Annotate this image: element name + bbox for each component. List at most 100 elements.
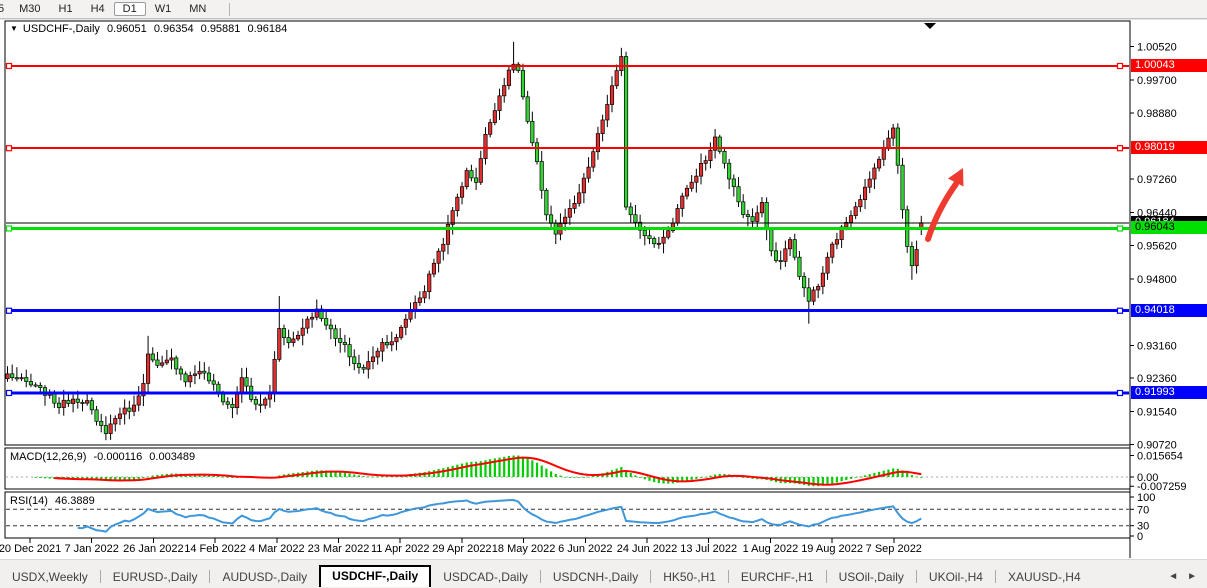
line-handle[interactable] <box>5 62 13 70</box>
svg-text:0.90720: 0.90720 <box>1137 440 1177 452</box>
horizontal-line-1.00043[interactable] <box>5 62 1129 70</box>
svg-text:0.92360: 0.92360 <box>1137 373 1177 385</box>
symbol-tab-eurchf-h1[interactable]: EURCHF-,H1 <box>740 569 814 584</box>
toolbar-separator <box>229 2 231 16</box>
date-label: 7 Jan 2022 <box>64 543 118 555</box>
macd-main-value: -0.000116 <box>93 451 143 463</box>
symbol-tab-usdcnh-daily[interactable]: USDCNH-,Daily <box>552 569 639 584</box>
candles-layer <box>5 41 924 441</box>
line-handle[interactable] <box>5 389 13 397</box>
date-label: 26 Jan 2022 <box>123 543 184 555</box>
svg-text:100: 100 <box>1137 492 1155 504</box>
svg-text:0.00: 0.00 <box>1137 472 1158 484</box>
line-handle[interactable] <box>1116 225 1124 232</box>
timeframe-button-H1[interactable]: H1 <box>58 3 73 15</box>
timeframe-button-D1[interactable]: D1 <box>113 2 146 16</box>
tabbar-background <box>0 559 1207 588</box>
symbol-tab-audusd-daily[interactable]: AUDUSD-,Daily <box>222 569 308 584</box>
symbol-tab-xauusd-h4[interactable]: XAUUSD-,H4 <box>1007 569 1081 584</box>
horizontal-line-0.94018[interactable] <box>5 307 1129 314</box>
timeframe-toolbar: 5 M30 H1 H4 D1 W1 MN <box>0 0 1207 19</box>
horizontal-line-0.91993[interactable] <box>5 389 1129 397</box>
line-handle[interactable] <box>1116 62 1124 70</box>
symbol-tab-usdcad-daily[interactable]: USDCAD-,Daily <box>443 569 528 584</box>
timeframe-button-5[interactable]: 5 <box>0 3 5 15</box>
ohlc-high: 0.96354 <box>153 23 194 35</box>
symbol-tab-usdx-weekly[interactable]: USDX,Weekly <box>12 569 88 584</box>
symbol-tab-ukoil-h4[interactable]: UKOil-,H4 <box>928 569 983 584</box>
horizontal-line-0.96043[interactable] <box>5 225 1129 232</box>
svg-text:0.94800: 0.94800 <box>1137 274 1177 286</box>
date-label: 18 May 2022 <box>492 543 556 555</box>
tab-scroll-right-icon[interactable]: ► <box>1187 571 1197 582</box>
symbol-tab-usoil-daily[interactable]: USOil-,Daily <box>838 569 904 584</box>
line-handle[interactable] <box>1116 389 1124 397</box>
tab-scroll-arrows: ◄ ► <box>1168 571 1207 582</box>
svg-text:0: 0 <box>1137 531 1143 543</box>
line-price-label-1.00043: 1.00043 <box>1131 59 1207 72</box>
symbol-period-label: USDCHF-,Daily <box>22 23 100 35</box>
macd-name: MACD(12,26,9) <box>10 451 87 463</box>
date-label: 7 Sep 2022 <box>866 543 922 555</box>
macd-label: MACD(12,26,9) -0.000116 0.003489 <box>10 451 195 463</box>
tab-separator <box>539 570 541 583</box>
horizontal-line-0.98019[interactable] <box>5 145 1129 152</box>
date-label: 19 Aug 2022 <box>801 543 863 555</box>
macd-axis: 0.015654 0.00-0.007259 <box>1130 451 1187 493</box>
timeframe-button-H4[interactable]: H4 <box>90 3 105 15</box>
date-label: 29 Apr 2022 <box>432 543 491 555</box>
main-price-panel[interactable] <box>4 20 1131 446</box>
chart-shift-marker[interactable] <box>924 23 936 29</box>
svg-text:30: 30 <box>1137 521 1149 533</box>
line-handle[interactable] <box>1116 145 1124 152</box>
macd-panel[interactable] <box>4 447 1131 490</box>
ohlc-open: 0.96051 <box>106 23 147 35</box>
ohlc-low: 0.95881 <box>200 23 241 35</box>
svg-text:0.97260: 0.97260 <box>1137 174 1177 186</box>
date-label: 1 Aug 2022 <box>743 543 799 555</box>
date-label: 24 Jun 2022 <box>617 543 678 555</box>
date-label: 4 Mar 2022 <box>249 543 305 555</box>
rsi-value: 46.3889 <box>54 495 95 507</box>
symbol-tab-hk50-h1[interactable]: HK50-,H1 <box>663 569 716 584</box>
chart-title: ▼ USDCHF-,Daily 0.96051 0.96354 0.95881 0… <box>10 23 291 35</box>
line-handle[interactable] <box>1116 307 1124 314</box>
date-label: 23 Mar 2022 <box>308 543 370 555</box>
rsi-panel[interactable] <box>4 491 1131 539</box>
line-handle[interactable] <box>5 145 13 152</box>
symbol-tab-usdchf-daily[interactable]: USDCHF-,Daily <box>319 564 432 587</box>
date-label: 20 Dec 2021 <box>0 543 61 555</box>
svg-text:0.93160: 0.93160 <box>1137 341 1177 353</box>
timeframe-button-MN[interactable]: MN <box>189 3 207 15</box>
date-label: 13 Jul 2022 <box>680 543 737 555</box>
line-price-label-0.96043: 0.96043 <box>1131 221 1207 235</box>
rsi-label: RSI(14) 46.3889 <box>10 495 95 507</box>
svg-text:70: 70 <box>1137 504 1149 516</box>
price-axis: 1.005200.997000.988800.972600.964400.956… <box>1130 42 1177 452</box>
macd-signal-value: 0.003489 <box>149 451 196 463</box>
svg-text:0.91540: 0.91540 <box>1137 406 1177 418</box>
tab-separator <box>727 570 729 583</box>
trend-arrow[interactable] <box>925 168 964 242</box>
symbol-tab-eurusd-daily[interactable]: EURUSD-,Daily <box>112 569 198 584</box>
line-handle[interactable] <box>5 225 13 232</box>
ohlc-close: 0.96184 <box>247 23 288 35</box>
tab-separator <box>825 570 827 583</box>
chart-dropdown-icon[interactable]: ▼ <box>10 24 18 33</box>
line-handle[interactable] <box>5 307 13 314</box>
timeframe-button-M30[interactable]: M30 <box>19 3 41 15</box>
line-price-label-0.94018: 0.94018 <box>1131 303 1207 317</box>
timeframe-button-W1[interactable]: W1 <box>154 3 172 15</box>
svg-text:0.98880: 0.98880 <box>1137 108 1177 120</box>
tab-scroll-left-icon[interactable]: ◄ <box>1168 571 1179 582</box>
macd-signal-line <box>54 456 922 486</box>
date-label: 14 Feb 2022 <box>184 543 246 555</box>
svg-text:0.95620: 0.95620 <box>1137 241 1177 253</box>
date-label: 6 Jun 2022 <box>558 543 612 555</box>
svg-text:0.015654: 0.015654 <box>1137 451 1183 463</box>
time-axis: 20 Dec 2021 7 Jan 2022 26 Jan 2022 14 Feb 2… <box>0 538 922 555</box>
tab-separator <box>99 570 101 583</box>
